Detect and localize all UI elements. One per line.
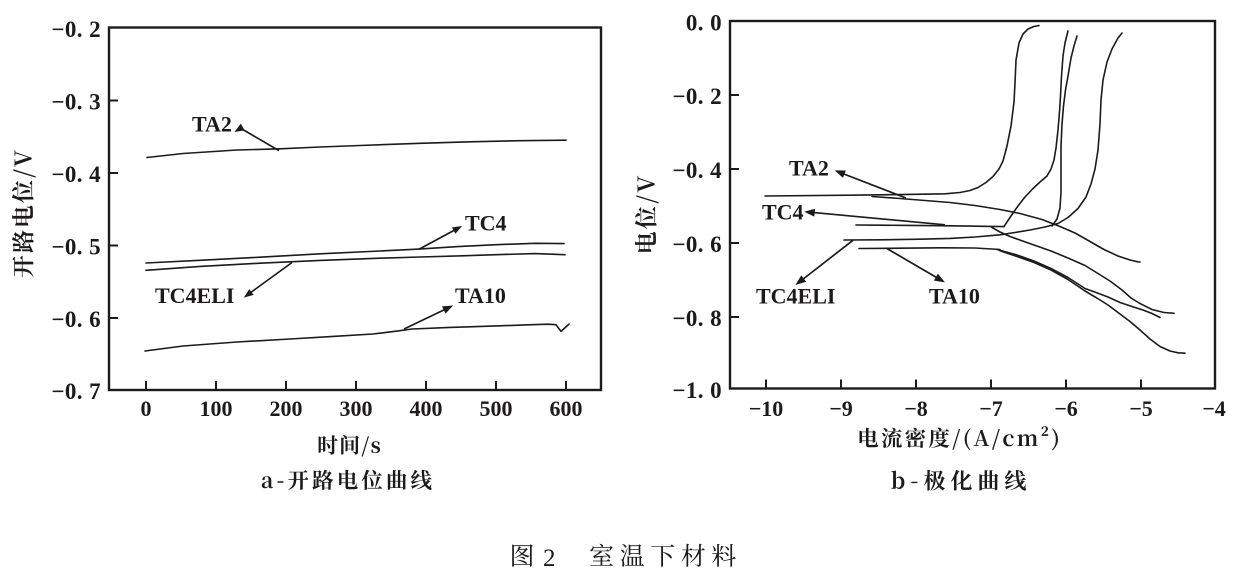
svg-text:−8: −8: [904, 396, 928, 421]
svg-text:−0. 8: −0. 8: [672, 306, 722, 331]
svg-text:−10: −10: [749, 396, 784, 421]
svg-text:TC4: TC4: [465, 211, 507, 236]
svg-text:200: 200: [270, 396, 303, 421]
svg-text:TC4: TC4: [762, 200, 804, 225]
svg-text:−0. 2: −0. 2: [672, 84, 722, 109]
svg-text:400: 400: [410, 396, 443, 421]
svg-text:−0. 7: −0. 7: [51, 379, 101, 404]
svg-text:−0. 5: −0. 5: [51, 234, 101, 259]
svg-text:−0. 3: −0. 3: [51, 89, 101, 114]
svg-text:−0. 4: −0. 4: [51, 162, 101, 187]
svg-text:TA2: TA2: [789, 156, 829, 181]
svg-text:−4: −4: [1202, 396, 1226, 421]
svg-text:−0. 4: −0. 4: [672, 158, 722, 183]
svg-text:0: 0: [141, 396, 152, 421]
svg-text:100: 100: [200, 396, 233, 421]
svg-text:TC4ELI: TC4ELI: [155, 283, 234, 308]
svg-text:0. 0: 0. 0: [686, 10, 722, 35]
svg-text:TC4ELI: TC4ELI: [756, 284, 835, 309]
svg-text:−0. 2: −0. 2: [51, 17, 101, 42]
svg-text:−1. 0: −1. 0: [672, 378, 722, 403]
svg-text:−9: −9: [829, 396, 853, 421]
svg-text:TA10: TA10: [929, 284, 980, 309]
svg-text:−6: −6: [1054, 396, 1078, 421]
svg-text:TA2: TA2: [192, 112, 232, 137]
svg-text:−0. 6: −0. 6: [672, 232, 722, 257]
svg-text:−5: −5: [1129, 396, 1153, 421]
svg-text:−7: −7: [979, 396, 1003, 421]
svg-text:300: 300: [340, 396, 373, 421]
svg-text:500: 500: [480, 396, 513, 421]
svg-text:−0. 6: −0. 6: [51, 307, 101, 332]
svg-text:TA10: TA10: [455, 283, 506, 308]
svg-text:600: 600: [550, 396, 583, 421]
svg-text:2: 2: [543, 545, 556, 572]
